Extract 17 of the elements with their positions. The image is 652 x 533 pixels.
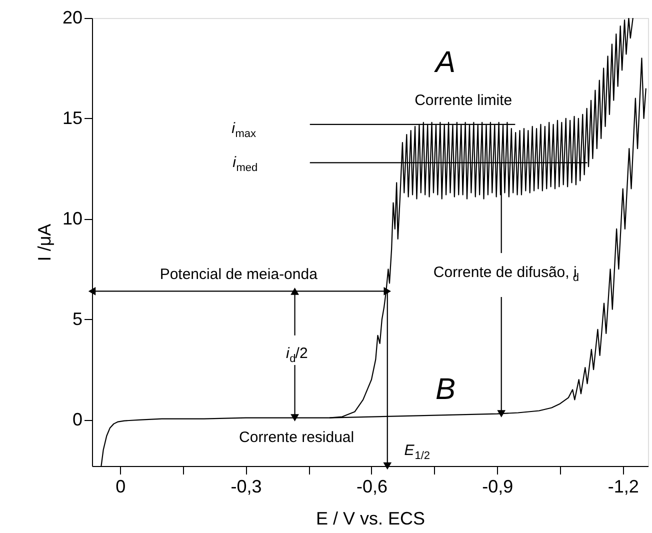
annotation: A — [434, 46, 456, 79]
annotation: B — [436, 373, 456, 406]
x-tick-label: -0,3 — [230, 476, 262, 496]
y-axis-title: I /μA — [34, 224, 54, 262]
x-tick-label: -0,9 — [482, 476, 514, 496]
x-tick-label: -0,6 — [356, 476, 388, 496]
annotation: Potencial de meia-onda — [160, 266, 318, 283]
annotation: Corrente limite — [414, 92, 512, 109]
x-tick-label: 0 — [116, 476, 126, 496]
annotation: Corrente residual — [239, 429, 354, 446]
y-tick-label: 20 — [62, 8, 82, 28]
x-tick-label: -1,2 — [608, 476, 639, 496]
y-tick-label: 10 — [62, 208, 82, 228]
x-axis-title: E / V vs. ECS — [316, 508, 426, 528]
y-tick-label: 0 — [72, 409, 82, 430]
y-tick-label: 5 — [72, 308, 82, 329]
y-tick-label: 15 — [62, 108, 82, 128]
